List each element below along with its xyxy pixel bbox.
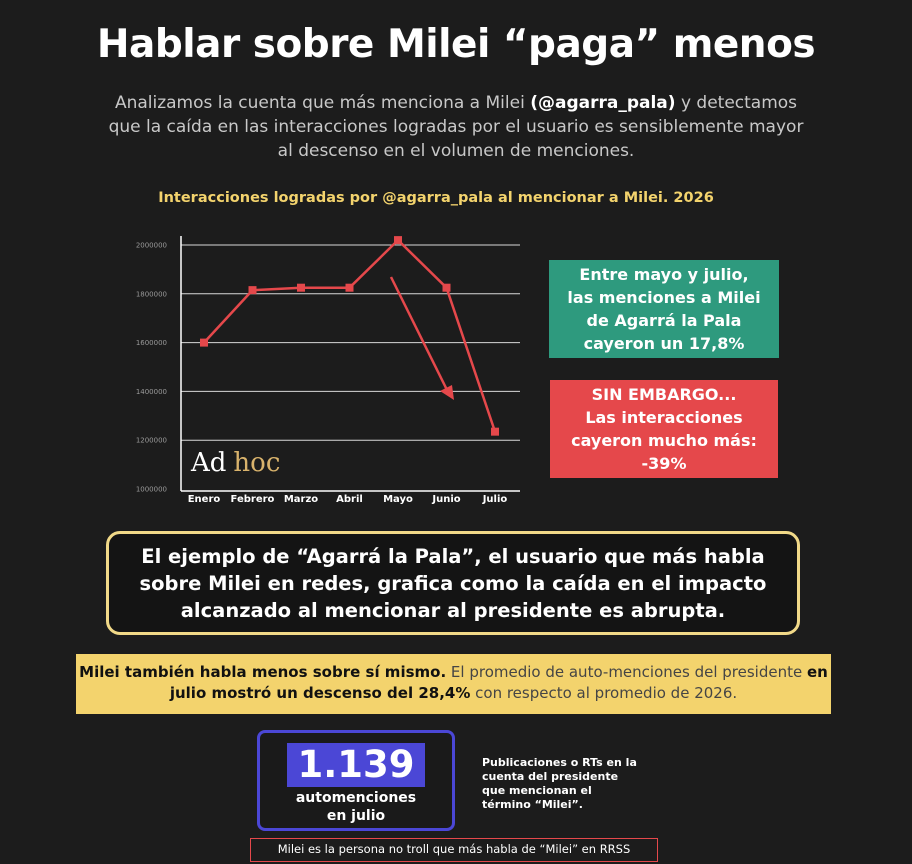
x-tick-label: Abril <box>336 494 363 505</box>
subtitle-text-start: Analizamos la cuenta que más menciona a … <box>114 93 531 113</box>
data-point <box>345 283 354 292</box>
y-tick-label: 1000000 <box>136 486 167 494</box>
data-point <box>297 283 305 292</box>
x-tick-label: Julio <box>482 494 508 505</box>
x-tick-label: Junio <box>431 494 460 505</box>
y-tick-labels: 1000000 1200000 1400000 1600000 1800000 20000… <box>136 242 167 494</box>
data-point <box>442 283 451 292</box>
footer-note: Milei es la persona no troll que más hab… <box>250 838 658 862</box>
y-tick-label: 1600000 <box>136 339 167 347</box>
stat-description: Publicaciones o RTs en la cuenta del pre… <box>482 756 637 811</box>
y-tick-label: 1800000 <box>136 290 167 298</box>
adhoc-logo: Ad hoc <box>190 448 280 478</box>
y-tick-label: 2000000 <box>136 242 167 250</box>
mentions-drop-box: Entre mayo y julio, las menciones a Mile… <box>549 260 779 358</box>
chart-title: Interacciones logradas por @agarra_pala … <box>158 190 714 206</box>
band-bold-2: en julio mostró un descenso del 28,4% <box>169 663 828 702</box>
x-tick-label: Marzo <box>284 494 318 505</box>
data-point <box>200 338 208 347</box>
self-mentions-band: Milei también habla menos sobre sí mismo… <box>76 654 831 714</box>
stat-number: 1.139 <box>287 743 425 787</box>
data-point <box>491 427 499 436</box>
trend-arrow-head <box>440 385 454 400</box>
band-bold-1: Milei también habla menos sobre sí mismo… <box>79 663 447 681</box>
series-line <box>203 238 497 433</box>
y-tick-label: 1400000 <box>136 388 167 396</box>
interactions-drop-box: SIN EMBARGO... Las interacciones cayeron… <box>550 380 778 478</box>
page-subtitle: Analizamos la cuenta que más menciona a … <box>100 91 812 163</box>
subtitle-handle: (@agarra_pala) <box>530 93 676 113</box>
series-points <box>200 236 499 436</box>
x-tick-labels: Enero Febrero Marzo Abril Mayo Junio Julio <box>188 494 508 505</box>
chart-gridlines <box>181 244 520 441</box>
stat-label: automenciones en julio <box>295 790 417 824</box>
x-tick-label: Mayo <box>383 494 413 505</box>
data-point <box>248 286 257 295</box>
y-tick-label: 1200000 <box>136 437 167 445</box>
trend-arrow <box>389 276 454 400</box>
example-callout: El ejemplo de “Agarrá la Pala”, el usuar… <box>106 531 800 635</box>
logo-hoc: hoc <box>233 448 280 478</box>
self-mentions-stat: 1.139 automenciones en julio <box>257 730 455 831</box>
band-text-2: con respecto al promedio de 2026. <box>470 684 738 702</box>
page-title: Hablar sobre Milei “paga” menos <box>96 22 816 67</box>
trend-arrow-shaft <box>389 276 450 393</box>
x-tick-label: Enero <box>188 494 221 505</box>
x-tick-label: Febrero <box>231 494 275 505</box>
logo-ad: Ad <box>190 448 226 478</box>
data-point <box>394 236 402 245</box>
subtitle-text-end: y detectamos que la caída en las interac… <box>108 93 804 161</box>
band-text-1: El promedio de auto-menciones del presid… <box>446 663 807 681</box>
